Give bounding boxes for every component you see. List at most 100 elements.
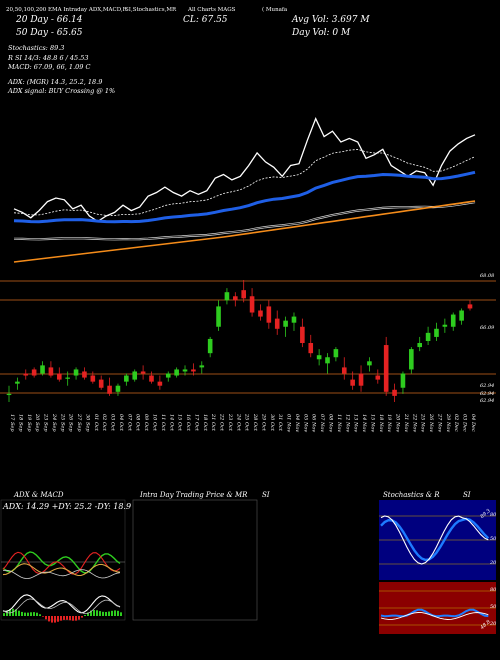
date-label: 23 Oct xyxy=(227,413,233,432)
date-label: 18 Oct xyxy=(202,414,208,432)
candle-body xyxy=(73,369,79,376)
date-label: 26 Sep xyxy=(68,413,74,432)
date-label: 26 Nov xyxy=(428,413,434,432)
adx-reading: ADX: (MGR) 14.3, 25.2, 18.9 xyxy=(8,78,103,86)
stoch-header: SI,Stochastics,MR xyxy=(125,7,177,13)
candle-body xyxy=(241,290,246,299)
adx-aux-line xyxy=(2,569,121,580)
candle-body xyxy=(140,371,146,374)
date-label: 15 Nov xyxy=(369,414,375,432)
stoch-level-80: 80 xyxy=(490,512,497,518)
date-label: 20 Sep xyxy=(34,413,40,432)
date-label: 29 Nov xyxy=(445,413,451,432)
macd-bar xyxy=(6,610,8,616)
date-label: 24 Sep xyxy=(51,413,57,432)
date-label: 14 Oct xyxy=(168,414,174,432)
macd-signal-line xyxy=(2,598,121,614)
candle-body xyxy=(316,355,322,360)
candle-body xyxy=(182,369,188,372)
date-label: 27 Sep xyxy=(76,413,82,432)
date-label: 14 Nov xyxy=(361,414,367,432)
stoch-panel-title: Stochastics & R xyxy=(383,491,440,499)
date-label: 03 Dec xyxy=(462,414,468,432)
candle-body xyxy=(417,343,423,348)
date-label: 22 Oct xyxy=(219,413,225,432)
candle-body xyxy=(266,306,272,323)
macd-bar xyxy=(87,612,89,616)
candle-body xyxy=(174,369,179,376)
candle-body xyxy=(23,373,29,376)
candle-body xyxy=(258,310,263,317)
price-levels xyxy=(0,280,496,394)
candle-body xyxy=(400,373,406,388)
provider-label: ( Munafa xyxy=(262,7,288,13)
candle-body xyxy=(459,310,464,321)
price-label-low-2: 62.94 xyxy=(480,391,495,397)
candle-body xyxy=(300,326,305,344)
rsi-level-20: 20 xyxy=(490,621,497,627)
macd-bar xyxy=(120,612,122,616)
date-label: 12 Nov xyxy=(344,414,350,432)
candle-body xyxy=(249,296,255,313)
day-volume: Day Vol: 0 M xyxy=(292,28,351,38)
adx-panel-title: ADX & MACD xyxy=(14,491,64,499)
candle-body xyxy=(367,361,372,366)
date-label: 04 Oct xyxy=(118,414,124,432)
stoch-panel-si: SI xyxy=(463,491,471,499)
avg-volume: Avg Vol: 3.697 M xyxy=(292,15,370,25)
macd-bar xyxy=(42,616,44,617)
date-label: 04 Nov xyxy=(294,414,300,432)
candle-body xyxy=(115,385,121,392)
candle-body xyxy=(291,316,297,323)
date-label: 27 Nov xyxy=(436,413,442,432)
candle-body xyxy=(157,381,163,386)
rsi-panel xyxy=(379,582,496,634)
candle-body xyxy=(6,393,12,396)
date-axis: 17 Sep 18 Sep 19 Sep 20 Sep 23 Sep 24 Sep 25 S… xyxy=(9,413,476,432)
macd-bar xyxy=(57,616,59,622)
rsi-level-50: 50 xyxy=(490,604,497,610)
macd-bar xyxy=(84,614,86,616)
macd-bar xyxy=(75,616,77,621)
candle-body xyxy=(467,304,473,309)
date-label: 21 Nov xyxy=(403,413,409,432)
date-label: 18 Sep xyxy=(17,414,23,432)
adx-minus-line xyxy=(2,551,121,575)
macd-bar xyxy=(36,612,38,616)
candle-body xyxy=(308,343,314,354)
ema100-core xyxy=(13,201,476,240)
candle-body xyxy=(375,375,381,380)
candle-body xyxy=(90,375,96,382)
adx-panel-values: ADX: 14.29 +DY: 25.2 -DY: 18.9 xyxy=(3,502,132,511)
date-label: 11 Nov xyxy=(336,414,342,432)
stochastics-panel xyxy=(379,500,496,580)
adx-signal: ADX signal: BUY Crossing @ 1% xyxy=(8,87,116,95)
date-label: 10 Oct xyxy=(151,414,157,432)
ema200-line xyxy=(13,200,476,263)
date-label: 11 Oct xyxy=(160,414,166,432)
candle-body xyxy=(124,375,129,382)
date-label: 09 Oct xyxy=(143,414,149,432)
intraday-panel-si: SI xyxy=(262,491,270,499)
candle-body xyxy=(191,369,196,372)
candle-body xyxy=(107,385,112,394)
macd-bar xyxy=(99,611,101,616)
candle-body xyxy=(233,296,238,301)
macd-bar xyxy=(54,616,56,623)
candle-body xyxy=(40,365,45,374)
macd-bar xyxy=(18,610,20,616)
date-label: 06 Nov xyxy=(311,414,317,432)
macd-bar xyxy=(21,611,23,616)
charts-header[interactable]: All Charts MAGS xyxy=(188,7,236,13)
date-label: 18 Nov xyxy=(378,414,384,432)
macd-bar xyxy=(102,611,104,616)
date-label: 25 Sep xyxy=(59,413,65,432)
macd-bar xyxy=(69,616,71,621)
candle-body xyxy=(358,373,364,386)
candle-body xyxy=(65,377,70,379)
macd-bar xyxy=(24,612,26,616)
macd-bar xyxy=(39,614,41,616)
intraday-panel-title: Intra Day Trading Price & MR xyxy=(140,491,248,499)
date-label: 03 Oct xyxy=(110,414,116,432)
